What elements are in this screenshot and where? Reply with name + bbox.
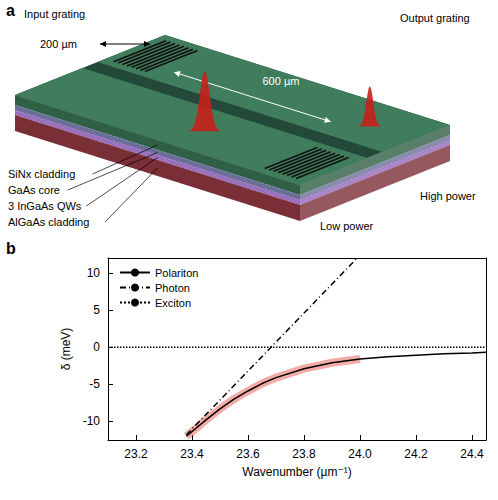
svg-text:-10: -10 (83, 414, 101, 428)
svg-text:b: b (6, 240, 16, 257)
svg-text:5: 5 (93, 303, 100, 317)
svg-text:GaAs core: GaAs core (8, 184, 60, 196)
svg-text:0: 0 (93, 340, 100, 354)
svg-text:24.4: 24.4 (460, 447, 484, 461)
svg-text:23.6: 23.6 (236, 447, 260, 461)
svg-text:23.2: 23.2 (124, 447, 148, 461)
svg-text:Output grating: Output grating (400, 12, 470, 24)
svg-text:High power: High power (420, 190, 476, 202)
svg-text:a: a (6, 2, 15, 19)
svg-text:200 µm: 200 µm (40, 38, 77, 50)
svg-text:23.4: 23.4 (180, 447, 204, 461)
svg-text:-5: -5 (89, 377, 100, 391)
svg-text:24.0: 24.0 (348, 447, 372, 461)
svg-text:Wavenumber (µm⁻¹): Wavenumber (µm⁻¹) (242, 465, 351, 479)
svg-text:Photon: Photon (155, 282, 190, 294)
svg-text:24.2: 24.2 (404, 447, 428, 461)
svg-text:23.8: 23.8 (292, 447, 316, 461)
svg-text:Polariton: Polariton (155, 267, 198, 279)
svg-text:SiNx cladding: SiNx cladding (8, 168, 75, 180)
svg-text:AlGaAs cladding: AlGaAs cladding (8, 216, 89, 228)
svg-text:Input grating: Input grating (24, 8, 85, 20)
svg-text:Low power: Low power (320, 220, 374, 232)
svg-text:600 µm: 600 µm (262, 75, 299, 87)
svg-text:Exciton: Exciton (155, 297, 191, 309)
svg-text:3 InGaAs QWs: 3 InGaAs QWs (8, 200, 82, 212)
svg-text:δ (meV): δ (meV) (59, 328, 73, 371)
svg-text:10: 10 (87, 266, 101, 280)
